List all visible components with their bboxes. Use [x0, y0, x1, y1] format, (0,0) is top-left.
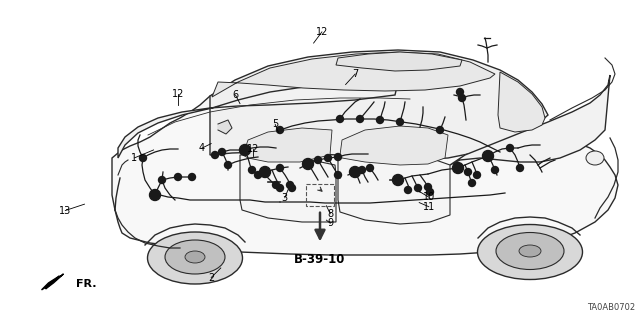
Circle shape	[436, 127, 444, 133]
Text: 10: 10	[422, 192, 435, 202]
Polygon shape	[243, 128, 332, 162]
Circle shape	[273, 182, 280, 189]
Circle shape	[335, 172, 342, 179]
Text: 12: 12	[246, 144, 259, 154]
Circle shape	[349, 167, 360, 177]
Text: 8: 8	[327, 209, 333, 219]
Circle shape	[255, 172, 262, 179]
Circle shape	[415, 184, 422, 191]
Text: 6: 6	[232, 90, 239, 100]
Polygon shape	[212, 52, 495, 97]
Text: B-39-10: B-39-10	[294, 253, 346, 266]
Text: TA0AB0702: TA0AB0702	[587, 303, 635, 312]
Circle shape	[394, 176, 401, 183]
Circle shape	[392, 174, 403, 186]
Circle shape	[189, 174, 195, 181]
Circle shape	[305, 160, 312, 167]
Circle shape	[506, 145, 513, 152]
Polygon shape	[118, 82, 398, 158]
Circle shape	[483, 151, 493, 161]
Text: 7: 7	[352, 69, 358, 79]
Text: 1: 1	[131, 153, 138, 163]
Circle shape	[303, 159, 314, 169]
Ellipse shape	[586, 151, 604, 165]
Text: 9: 9	[327, 218, 333, 228]
Circle shape	[367, 165, 374, 172]
Polygon shape	[112, 80, 618, 255]
Text: 4: 4	[198, 143, 205, 153]
Circle shape	[337, 115, 344, 122]
Circle shape	[262, 168, 269, 175]
Circle shape	[276, 165, 284, 172]
Ellipse shape	[519, 245, 541, 257]
Circle shape	[397, 118, 403, 125]
Circle shape	[248, 167, 255, 174]
Circle shape	[516, 165, 524, 172]
Circle shape	[458, 94, 465, 101]
Circle shape	[150, 189, 161, 201]
Circle shape	[454, 165, 461, 172]
Polygon shape	[240, 153, 336, 222]
Circle shape	[287, 182, 294, 189]
Ellipse shape	[165, 240, 225, 274]
Ellipse shape	[147, 232, 243, 284]
Circle shape	[140, 154, 147, 161]
Text: FR.: FR.	[76, 279, 96, 289]
Circle shape	[351, 168, 358, 175]
Circle shape	[404, 187, 412, 194]
Polygon shape	[210, 50, 548, 160]
Circle shape	[225, 161, 232, 168]
Circle shape	[424, 183, 431, 190]
Text: 12: 12	[316, 27, 328, 37]
Ellipse shape	[496, 233, 564, 270]
Polygon shape	[498, 72, 545, 132]
Circle shape	[211, 152, 218, 159]
Circle shape	[289, 184, 296, 191]
Circle shape	[276, 184, 284, 191]
Polygon shape	[336, 52, 462, 71]
Text: 11: 11	[422, 202, 435, 212]
Circle shape	[159, 176, 166, 183]
Text: 13: 13	[59, 205, 72, 216]
Circle shape	[465, 168, 472, 175]
Circle shape	[175, 174, 182, 181]
Circle shape	[474, 172, 481, 179]
Text: 12: 12	[172, 89, 184, 99]
Text: 2: 2	[208, 272, 214, 283]
Text: 5: 5	[272, 119, 278, 130]
Circle shape	[314, 157, 321, 164]
Circle shape	[239, 145, 250, 155]
Circle shape	[335, 153, 342, 160]
Ellipse shape	[185, 251, 205, 263]
Circle shape	[259, 167, 271, 177]
Circle shape	[356, 115, 364, 122]
Polygon shape	[218, 120, 232, 134]
Circle shape	[324, 154, 332, 161]
Circle shape	[276, 127, 284, 133]
Circle shape	[218, 149, 225, 155]
Circle shape	[492, 167, 499, 174]
Circle shape	[376, 116, 383, 123]
Text: 3: 3	[282, 193, 288, 203]
Circle shape	[152, 191, 159, 198]
Polygon shape	[450, 75, 610, 165]
Ellipse shape	[477, 225, 582, 279]
Circle shape	[358, 167, 365, 174]
Circle shape	[241, 146, 248, 153]
Polygon shape	[338, 152, 450, 224]
Circle shape	[452, 162, 463, 174]
Circle shape	[426, 189, 433, 196]
Polygon shape	[42, 274, 63, 290]
Circle shape	[468, 180, 476, 187]
Polygon shape	[340, 126, 448, 165]
Circle shape	[456, 88, 463, 95]
Circle shape	[484, 152, 492, 160]
